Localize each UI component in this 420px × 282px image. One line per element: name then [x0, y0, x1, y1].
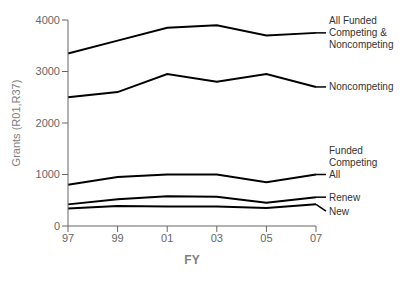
svg-text:99: 99 — [111, 232, 123, 244]
svg-text:01: 01 — [161, 232, 173, 244]
svg-text:0: 0 — [54, 220, 60, 232]
svg-text:2000: 2000 — [36, 117, 60, 129]
svg-text:4000: 4000 — [36, 14, 60, 26]
svg-text:FundedCompetingAll: FundedCompetingAll — [329, 145, 377, 180]
svg-text:03: 03 — [211, 232, 223, 244]
svg-text:Renew: Renew — [329, 192, 361, 203]
svg-text:3000: 3000 — [36, 65, 60, 77]
svg-text:97: 97 — [62, 232, 74, 244]
svg-text:All FundedCompeting &Noncompet: All FundedCompeting &Noncompeting — [329, 15, 393, 50]
svg-text:Grants (R01,R37): Grants (R01,R37) — [10, 80, 22, 167]
svg-text:1000: 1000 — [36, 168, 60, 180]
svg-text:07: 07 — [310, 232, 322, 244]
svg-text:FY: FY — [184, 253, 199, 267]
svg-text:Noncompeting: Noncompeting — [329, 81, 393, 92]
svg-text:05: 05 — [260, 232, 272, 244]
svg-text:New: New — [329, 206, 350, 217]
